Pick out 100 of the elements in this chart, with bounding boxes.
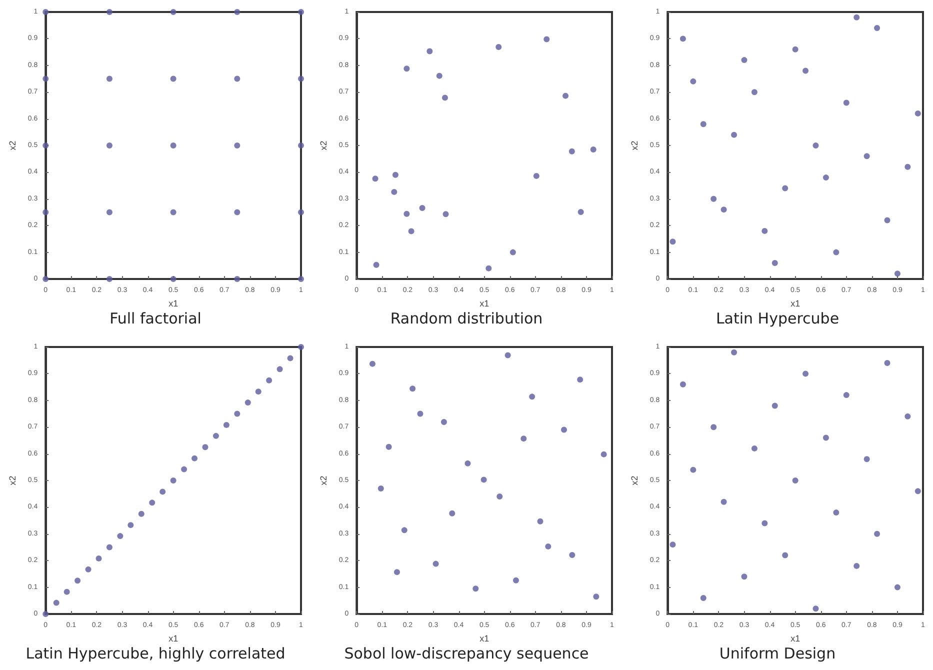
point — [298, 344, 304, 350]
point — [833, 510, 840, 516]
point — [442, 211, 449, 218]
point — [822, 434, 829, 441]
x-axis-title: x1 — [168, 298, 178, 308]
point — [401, 527, 408, 534]
point — [170, 76, 176, 82]
point — [410, 386, 416, 392]
point — [792, 46, 798, 52]
point — [529, 394, 536, 400]
point — [593, 594, 600, 600]
point — [244, 400, 251, 406]
x-axis-title: x1 — [480, 633, 490, 644]
point — [53, 600, 60, 606]
point — [96, 555, 102, 562]
point — [417, 410, 424, 417]
point — [181, 466, 188, 472]
point — [212, 432, 219, 439]
point — [560, 426, 567, 433]
point — [426, 48, 433, 54]
point — [298, 209, 304, 216]
point — [223, 422, 230, 428]
point — [42, 76, 49, 82]
point — [472, 586, 479, 592]
text: Random distribution — [390, 310, 543, 328]
point — [496, 44, 502, 50]
point — [720, 498, 727, 505]
point — [192, 455, 198, 462]
point — [741, 574, 748, 580]
point — [590, 146, 596, 153]
text: Latin Hypercube, highly correlated — [26, 644, 286, 662]
point — [569, 552, 576, 558]
point — [276, 366, 283, 372]
y-axis-title: x2 — [8, 476, 18, 486]
point — [480, 476, 487, 483]
x-axis-title: x1 — [790, 633, 800, 644]
point — [170, 209, 176, 216]
point — [690, 78, 696, 84]
point — [202, 444, 208, 450]
point — [287, 355, 294, 362]
point — [170, 9, 176, 15]
point — [298, 9, 304, 15]
point — [822, 174, 829, 181]
point — [720, 206, 727, 213]
point — [391, 188, 398, 195]
point — [690, 466, 696, 473]
point — [762, 228, 768, 234]
point — [408, 228, 414, 234]
point — [170, 276, 176, 282]
point — [700, 594, 706, 601]
point — [512, 577, 519, 584]
point — [802, 68, 809, 74]
point — [496, 494, 503, 500]
point — [843, 392, 850, 398]
point — [464, 460, 471, 466]
point — [772, 260, 778, 266]
point — [372, 176, 378, 182]
x-axis-title: x1 — [480, 298, 490, 308]
point — [894, 584, 900, 590]
point — [117, 533, 124, 540]
point — [537, 518, 544, 524]
point — [419, 204, 426, 211]
point — [486, 265, 492, 272]
y-axis-title: x2 — [318, 476, 328, 486]
point — [504, 352, 511, 358]
point — [854, 14, 860, 20]
point — [772, 402, 778, 409]
point — [751, 445, 758, 452]
point — [255, 388, 262, 395]
text: Full factorial — [110, 310, 202, 328]
point — [392, 172, 398, 178]
point — [700, 121, 706, 128]
point — [670, 238, 676, 245]
point — [762, 520, 768, 526]
point — [128, 522, 134, 528]
point — [545, 543, 552, 550]
point — [234, 76, 240, 82]
point — [369, 360, 376, 367]
point — [432, 560, 439, 567]
point — [436, 72, 442, 79]
point — [234, 142, 240, 148]
x-axis-title: x1 — [168, 633, 178, 644]
point — [42, 142, 49, 148]
x-axis-title: x1 — [790, 298, 800, 308]
point — [864, 456, 870, 462]
y-axis-title: x2 — [8, 140, 18, 150]
point — [670, 542, 676, 548]
point — [42, 209, 49, 216]
point — [160, 488, 166, 495]
point — [843, 100, 850, 106]
point — [138, 510, 144, 517]
point — [578, 208, 584, 215]
point — [680, 381, 686, 388]
point — [64, 588, 70, 595]
point — [170, 478, 176, 484]
point — [394, 569, 400, 576]
text: Uniform Design — [719, 644, 836, 662]
point — [562, 92, 569, 99]
point — [904, 413, 911, 420]
point — [854, 562, 860, 569]
